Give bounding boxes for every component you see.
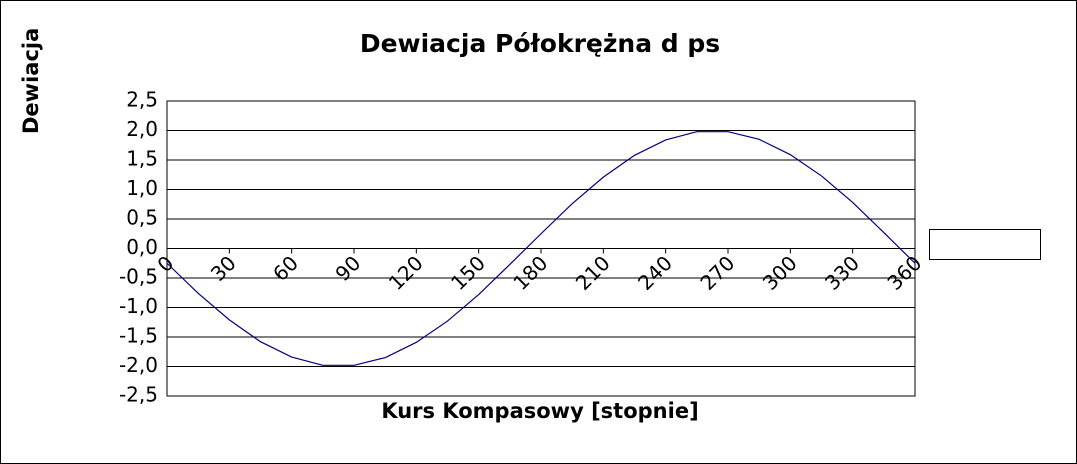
x-axis-title: Kurs Kompasowy [stopnie] [381, 399, 698, 423]
y-tick-label: 2,0 [126, 117, 158, 141]
y-axis-title: Dewiacja [19, 28, 43, 134]
y-tick-label: 1,0 [126, 176, 158, 200]
y-tick-label: -1,0 [119, 294, 158, 318]
legend-box [929, 229, 1041, 260]
y-tick-label: 0,0 [126, 235, 158, 259]
chart-title: Dewiacja Półokrężna d ps [360, 29, 720, 58]
series-line [166, 131, 916, 366]
y-tick-label: 1,5 [126, 147, 158, 171]
y-tick-label: -0,5 [119, 265, 158, 289]
y-tick-label: 0,5 [126, 206, 158, 230]
y-tick-label: -2,0 [119, 353, 158, 377]
y-tick-label: -2,5 [119, 383, 158, 407]
y-tick-label: 2,5 [126, 88, 158, 112]
y-tick-label: -1,5 [119, 324, 158, 348]
